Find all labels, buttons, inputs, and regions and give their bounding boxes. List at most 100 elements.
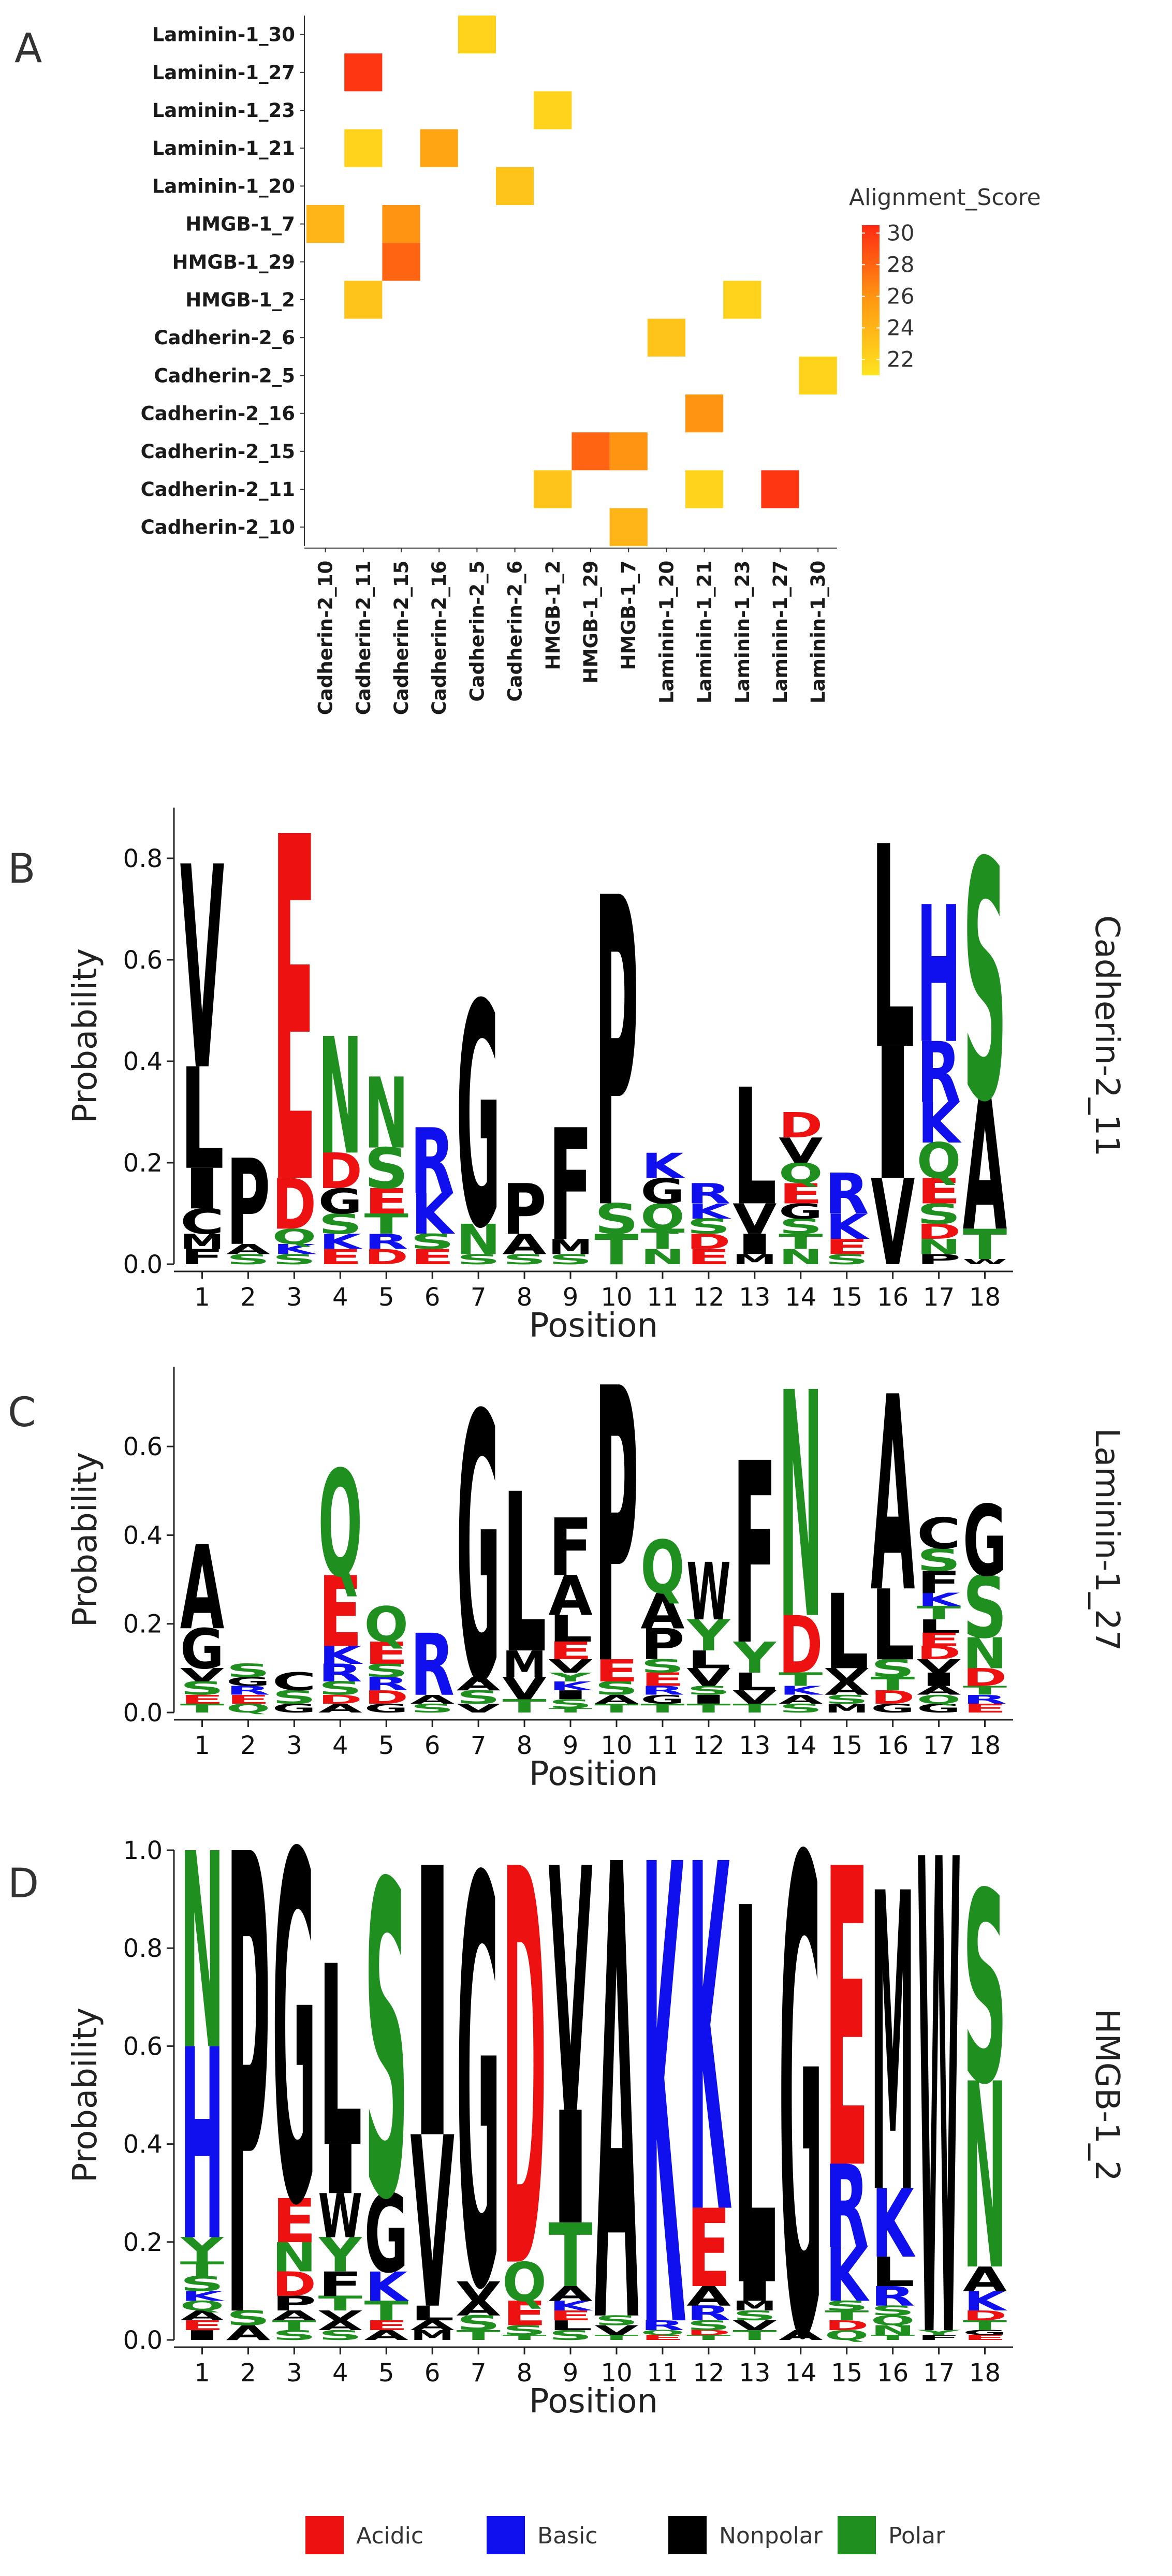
logo-letter: Q: [318, 1440, 362, 1609]
logo-letter: A: [411, 2318, 455, 2333]
legend-swatch-acidic: [305, 2516, 344, 2554]
logo-letter: V: [411, 2087, 455, 2361]
heatmap-legend-label: 26: [887, 283, 914, 309]
logo-letter: A: [456, 1674, 500, 1695]
logo-letter: S: [456, 1687, 500, 1708]
logo-x-tick-label: 1: [194, 2359, 210, 2388]
logo-letter: F: [917, 1565, 961, 1601]
heatmap-col-label: Cadherin-2_6: [504, 561, 526, 702]
logo-letter: S: [456, 2311, 500, 2335]
logo-x-tick-label: 6: [424, 1731, 441, 1760]
logo-x-tick-label: 15: [831, 1283, 862, 1312]
logo-letter: V: [686, 1663, 731, 1692]
logo-letter: G: [364, 2172, 408, 2297]
heatmap-panel: Laminin-1_30 Laminin-1_27 Laminin-1_23 Lami…: [141, 16, 837, 715]
heatmap-col-label: Laminin-1_23: [731, 561, 754, 704]
logo-letter: S: [226, 1660, 270, 1681]
logo-letter: Y: [180, 2230, 224, 2270]
logo-letter: R: [411, 1616, 455, 1715]
logo-letter: T: [871, 1674, 915, 1695]
logo-letter: V: [732, 1687, 777, 1708]
heatmap-cell: [420, 129, 458, 167]
logo-x-tick-label: 17: [923, 2359, 955, 2388]
heatmap-cell: [344, 129, 383, 167]
logo-letter: A: [318, 1701, 363, 1715]
logo-x-tick-label: 13: [739, 1283, 770, 1312]
logo-x-tick-label: 1: [194, 1731, 210, 1760]
panel-label-b: B: [8, 846, 36, 892]
logo-letter: T: [779, 1669, 823, 1690]
logo-letter: W: [917, 1726, 961, 2484]
logo-letter: P: [917, 1251, 961, 1267]
logo-letter: N: [917, 1235, 961, 1259]
logo-letter: A: [917, 1684, 961, 1697]
logo-letter: L: [411, 2302, 455, 2325]
logo-letter: L: [686, 1646, 730, 1674]
heatmap-cell: [609, 508, 648, 546]
logo-letter: Q: [640, 1197, 684, 1237]
logo-x-label: Position: [529, 1755, 658, 1793]
logo-x-tick-label: 11: [647, 1731, 678, 1760]
logo-letter: G: [963, 1485, 1007, 1598]
logo-letter: V: [917, 1656, 961, 1677]
logo-letter: S: [686, 2318, 730, 2333]
logo-letter: A: [779, 2328, 823, 2343]
logo-letter: Q: [226, 1701, 270, 1715]
logo-letter: Q: [180, 2299, 224, 2314]
logo-letter: Q: [917, 1133, 961, 1189]
heatmap-legend: Alignment_Score 30 28 26 24 22: [849, 184, 1041, 375]
logo-letter: F: [548, 1096, 592, 1275]
logo-letter: R: [963, 1692, 1007, 1706]
logo-letter: E: [180, 2318, 224, 2333]
logo-letter: N: [180, 1797, 224, 2110]
logo-letter: R: [871, 2281, 915, 2312]
logo-y-tick-label: 0.6: [123, 1432, 163, 1461]
logo-letter: V: [732, 2318, 777, 2333]
heatmap-row-label: Cadherin-2_5: [154, 364, 295, 387]
logo-letter: D: [825, 2318, 869, 2333]
logo-x-tick-label: 10: [600, 1283, 632, 1312]
logo-x-tick-label: 4: [332, 2359, 348, 2388]
logo-y-tick-label: 1.0: [123, 1836, 163, 1865]
logo-letter: A: [963, 1061, 1007, 1272]
logo-letter: C: [180, 1202, 224, 1242]
logo-letter: I: [871, 1010, 915, 1221]
logo-letter: G: [226, 1675, 270, 1689]
logo-x-tick-label: 9: [563, 1283, 579, 1312]
logo-y-tick-label: 0.8: [123, 844, 163, 873]
logo-letter: M: [548, 1235, 592, 1259]
heatmap-cell: [496, 167, 534, 205]
heatmap-row-label: Laminin-1_20: [152, 175, 295, 197]
logo-letter: G: [640, 1692, 684, 1706]
heatmap-col-label: Laminin-1_20: [655, 561, 678, 704]
legend-label: Acidic: [356, 2523, 423, 2549]
logo-letter: E: [364, 1636, 408, 1672]
logo-letter: K: [826, 2232, 870, 2318]
logo-letter: T: [963, 1684, 1007, 1697]
logo-letter: N: [456, 1216, 500, 1264]
heatmap-legend-label: 22: [887, 346, 914, 372]
logo-letter: E: [963, 1702, 1007, 1716]
logo-letter: A: [686, 2281, 731, 2312]
logo-letter: K: [826, 1207, 870, 1247]
logo-letter: S: [825, 1251, 869, 1267]
logo-letter: I: [318, 2131, 362, 2209]
logo-letter: D: [779, 1599, 823, 1691]
logo-letter: G: [456, 1764, 500, 2413]
logo-letter: D: [686, 2329, 730, 2337]
logo-letter: R: [226, 1684, 270, 1697]
logo-letter: T: [180, 1701, 224, 1715]
logo-letter: S: [318, 1208, 362, 1241]
logo-letter: C: [272, 1668, 316, 1696]
logo-letter: I: [548, 2079, 592, 2259]
logo-letter: Q: [917, 1692, 961, 1706]
logo-letter: R: [825, 2142, 869, 2275]
logo-x-tick-label: 16: [877, 1283, 909, 1312]
logo-letter: M: [871, 1807, 915, 2285]
logo-letter: S: [502, 1251, 546, 1267]
logo-letter: M: [732, 1251, 777, 1267]
logo-letter: P: [226, 1134, 270, 1272]
logo-letter: D: [318, 1144, 362, 1200]
logo-x-tick-label: 8: [517, 1283, 533, 1312]
logo-letter: G: [456, 1338, 500, 1763]
